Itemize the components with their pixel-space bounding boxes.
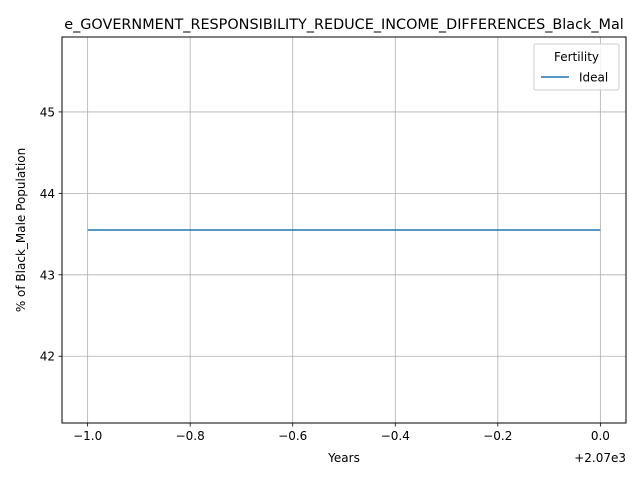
y-axis-label: % of Black_Male Population [14, 148, 28, 312]
x-tick-label: −0.8 [176, 429, 205, 443]
x-axis-label: Years [327, 451, 360, 465]
y-tick-label: 43 [40, 268, 55, 282]
y-tick-label: 45 [40, 105, 55, 119]
x-axis-offset-label: +2.07e3 [574, 451, 626, 465]
legend-label-ideal: Ideal [579, 71, 608, 85]
x-axis: −1.0 −0.8 −0.6 −0.4 −0.2 0.0 [73, 423, 610, 443]
y-tick-label: 44 [40, 187, 55, 201]
chart-title: e_GOVERNMENT_RESPONSIBILITY_REDUCE_INCOM… [64, 17, 624, 33]
x-tick-label: −0.4 [381, 429, 410, 443]
x-tick-label: −1.0 [73, 429, 102, 443]
legend-items: Ideal [541, 71, 608, 85]
y-axis: 42 43 44 45 [40, 105, 62, 364]
plot-area-frame [61, 36, 627, 424]
legend-title: Fertility [554, 50, 599, 64]
x-tick-label: 0.0 [591, 429, 610, 443]
x-tick-label: −0.6 [278, 429, 307, 443]
legend-box [533, 43, 620, 91]
x-tick-label: −0.2 [483, 429, 512, 443]
y-tick-label: 42 [40, 350, 55, 364]
legend: Fertility Ideal [533, 43, 620, 91]
